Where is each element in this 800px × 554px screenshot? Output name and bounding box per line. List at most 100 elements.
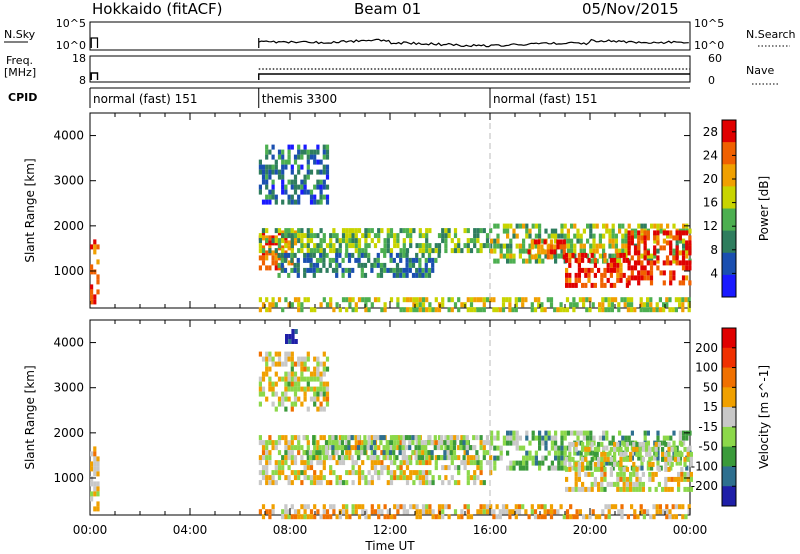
- range-cell: [556, 509, 560, 515]
- range-cell: [325, 194, 330, 200]
- range-cell: [654, 451, 658, 457]
- range-cell: [664, 441, 668, 447]
- range-cell: [335, 262, 339, 268]
- range-cell: [493, 238, 497, 244]
- range-cell: [297, 386, 301, 392]
- range-cell: [652, 504, 656, 510]
- range-cell: [274, 265, 278, 271]
- range-cell: [476, 228, 480, 234]
- range-cell: [530, 239, 534, 245]
- range-cell: [290, 401, 294, 407]
- range-cell: [277, 149, 282, 155]
- range-cell: [489, 460, 493, 466]
- range-cell: [554, 228, 558, 234]
- range-cell: [614, 504, 618, 510]
- range-cell: [338, 480, 342, 486]
- range-cell: [549, 302, 554, 308]
- range-cell: [619, 277, 623, 283]
- range-cell: [316, 391, 320, 397]
- range-cell: [265, 169, 269, 175]
- range-cell: [537, 297, 541, 303]
- range-cell: [265, 179, 269, 185]
- range-cell: [632, 446, 636, 452]
- range-cell: [648, 451, 652, 457]
- range-cell: [554, 455, 558, 461]
- range-cell: [402, 252, 406, 258]
- range-cell: [515, 430, 519, 436]
- range-cell: [367, 470, 371, 476]
- range-cell: [531, 435, 535, 441]
- range-cell: [550, 460, 554, 466]
- range-cell: [609, 257, 613, 263]
- range-cell: [617, 307, 621, 313]
- range-cell: [620, 504, 624, 510]
- range-cell: [587, 471, 591, 477]
- range-cell: [571, 252, 575, 258]
- range-cell: [399, 460, 403, 466]
- range-cell: [427, 257, 432, 263]
- range-cell: [444, 243, 448, 249]
- range-cell: [665, 260, 670, 266]
- range-cell: [370, 262, 374, 268]
- range-cell: [502, 223, 506, 229]
- range-cell: [618, 430, 622, 436]
- range-cell: [332, 504, 336, 510]
- range-cell: [672, 258, 676, 264]
- range-cell: [271, 164, 275, 170]
- range-cell: [277, 169, 282, 175]
- range-cell: [271, 480, 275, 486]
- range-cell: [357, 243, 362, 249]
- range-cell: [482, 445, 486, 451]
- range-cell: [563, 435, 567, 441]
- range-cell: [643, 255, 647, 261]
- range-cell: [550, 435, 554, 441]
- range-cell: [373, 262, 377, 268]
- range-cell: [261, 235, 266, 241]
- range-cell: [611, 435, 615, 441]
- range-cell: [531, 430, 535, 436]
- range-cell: [672, 275, 676, 281]
- range-cell: [534, 435, 538, 441]
- range-cell: [563, 450, 567, 456]
- range-cell: [297, 199, 301, 205]
- range-cell: [541, 440, 545, 446]
- range-cell: [653, 238, 657, 244]
- range-cell: [290, 366, 294, 372]
- range-cell: [466, 475, 470, 481]
- range-cell: [300, 154, 304, 160]
- range-cell: [297, 450, 301, 456]
- range-cell: [300, 504, 304, 510]
- range-cell: [577, 277, 581, 283]
- range-cell: [543, 504, 547, 510]
- range-cell: [418, 470, 422, 476]
- range-cell: [581, 461, 585, 467]
- range-cell: [274, 465, 278, 471]
- range-cell: [465, 450, 469, 456]
- range-cell: [287, 455, 291, 461]
- range-cell: [341, 460, 346, 466]
- range-cell: [277, 351, 282, 357]
- range-cell: [462, 440, 466, 446]
- range-cell: [379, 272, 384, 278]
- range-cell: [686, 456, 690, 462]
- range-cell: [392, 445, 396, 451]
- range-cell: [300, 356, 304, 362]
- range-cell: [537, 504, 541, 510]
- range-cell: [324, 450, 329, 456]
- range-cell: [602, 243, 606, 249]
- range-cell: [388, 450, 393, 456]
- range-cell: [533, 307, 538, 313]
- range-cell: [354, 445, 358, 451]
- range-cell: [316, 356, 320, 362]
- range-cell: [258, 509, 262, 515]
- range-cell: [509, 258, 513, 264]
- range-cell: [653, 253, 657, 259]
- range-cell: [309, 238, 314, 244]
- range-cell: [290, 455, 294, 461]
- range-cell: [322, 475, 326, 481]
- range-cell: [559, 307, 563, 313]
- range-cell: [402, 460, 406, 466]
- range-cell: [447, 455, 451, 461]
- colorbar-segment: [722, 252, 736, 276]
- range-cell: [370, 302, 374, 308]
